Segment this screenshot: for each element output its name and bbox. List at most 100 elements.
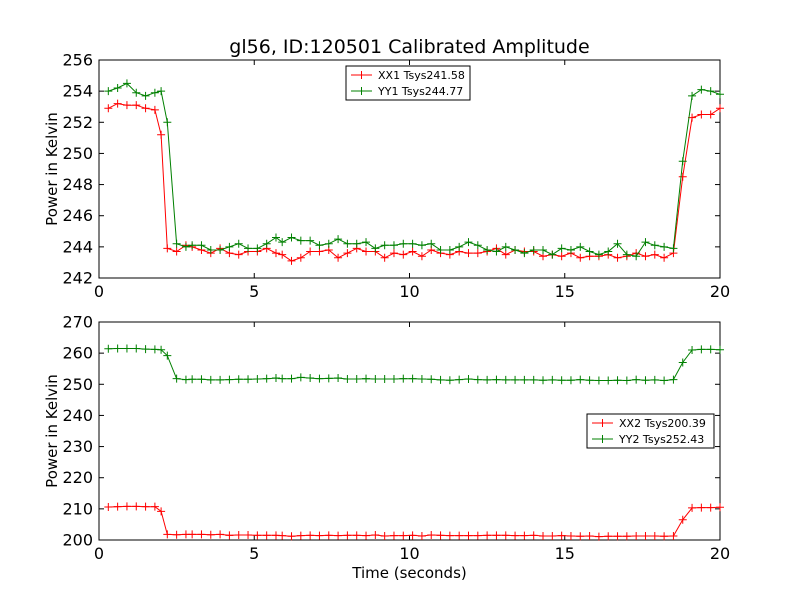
data-point-marker <box>706 110 715 119</box>
data-point-marker <box>113 502 122 511</box>
data-point-marker <box>520 375 529 384</box>
data-point-marker <box>278 374 287 383</box>
data-point-marker <box>271 249 280 258</box>
data-point-marker <box>408 239 417 248</box>
data-point-marker <box>380 241 389 250</box>
legend-box <box>345 65 471 101</box>
data-point-marker <box>141 91 150 100</box>
y-tick-label: 260 <box>62 344 93 363</box>
data-point-marker <box>216 530 225 539</box>
data-point-marker <box>613 239 622 248</box>
data-point-marker <box>287 256 296 265</box>
bottom-subplot: 0 5 10 15 20 200 210 220 230 240 250 260 270 Power in… <box>43 313 730 583</box>
data-point-marker <box>706 345 715 354</box>
data-point-marker <box>362 374 371 383</box>
data-point-marker <box>520 249 529 258</box>
data-point-marker <box>678 172 687 181</box>
data-point-marker <box>104 104 113 113</box>
data-point-marker <box>150 502 159 511</box>
data-point-marker <box>585 531 594 540</box>
data-point-marker <box>296 531 305 540</box>
y-axis-label: Power in Kelvin <box>43 374 61 488</box>
x-tick-label: 20 <box>710 282 730 301</box>
data-point-marker <box>557 531 566 540</box>
data-point-marker <box>132 101 141 110</box>
data-point-marker <box>141 104 150 113</box>
data-point-marker <box>660 532 669 541</box>
data-point-marker <box>362 531 371 540</box>
data-point-marker <box>417 374 426 383</box>
data-point-marker <box>539 531 548 540</box>
data-point-marker <box>604 532 613 541</box>
data-point-marker <box>306 531 315 540</box>
data-point-marker <box>464 249 473 258</box>
data-point-marker <box>206 375 215 384</box>
x-tick-label: 10 <box>399 544 419 563</box>
data-point-marker <box>104 87 113 96</box>
data-point-marker <box>566 245 575 254</box>
data-point-marker <box>188 530 197 539</box>
data-point-marker <box>234 239 243 248</box>
data-point-marker <box>641 238 650 247</box>
data-point-marker <box>417 241 426 250</box>
data-point-marker <box>234 375 243 384</box>
data-point-marker <box>296 373 305 382</box>
y-tick-label: 242 <box>62 269 93 288</box>
legend-entry-label: YY2 Tsys252.43 <box>618 433 704 446</box>
data-point-marker <box>511 375 520 384</box>
data-point-marker <box>557 376 566 385</box>
data-point-marker <box>306 236 315 245</box>
data-point-marker <box>399 239 408 248</box>
data-point-marker <box>324 239 333 248</box>
data-point-marker <box>669 531 678 540</box>
data-point-marker <box>352 531 361 540</box>
data-point-marker <box>104 502 113 511</box>
data-point-marker <box>483 245 492 254</box>
data-point-marker <box>473 531 482 540</box>
y-tick-label: 248 <box>62 175 93 194</box>
data-point-marker <box>436 245 445 254</box>
data-point-marker <box>464 531 473 540</box>
data-point-marker <box>234 250 243 259</box>
data-point-marker <box>157 87 166 96</box>
y-tick-label: 244 <box>62 237 93 256</box>
data-point-marker <box>253 244 262 253</box>
data-point-marker <box>641 531 650 540</box>
data-point-marker <box>594 250 603 259</box>
data-point-marker <box>371 374 380 383</box>
data-point-marker <box>492 531 501 540</box>
data-point-marker <box>271 374 280 383</box>
data-point-marker <box>473 375 482 384</box>
data-point-marker <box>408 247 417 256</box>
data-point-marker <box>566 376 575 385</box>
data-point-marker <box>315 531 324 540</box>
data-point-marker <box>244 375 253 384</box>
data-point-marker <box>706 503 715 512</box>
data-point-marker <box>306 247 315 256</box>
data-point-marker <box>113 99 122 108</box>
data-point-marker <box>163 530 172 539</box>
data-point-marker <box>566 531 575 540</box>
y-tick-label: 246 <box>62 206 93 225</box>
data-point-marker <box>197 375 206 384</box>
data-point-marker <box>122 79 131 88</box>
data-point-marker <box>157 507 166 516</box>
data-point-marker <box>389 531 398 540</box>
legend-entry-label: XX1 Tsys241.58 <box>378 69 465 82</box>
data-point-marker <box>594 376 603 385</box>
data-point-marker <box>343 531 352 540</box>
data-point-marker <box>688 91 697 100</box>
data-point-marker <box>427 531 436 540</box>
data-point-marker <box>216 375 225 384</box>
data-point-marker <box>334 235 343 244</box>
x-tick-label: 5 <box>249 544 259 563</box>
data-point-marker <box>669 375 678 384</box>
data-point-marker <box>622 376 631 385</box>
chart-title: gl56, ID:120501 Calibrated Amplitude <box>229 36 589 58</box>
data-point-marker <box>371 531 380 540</box>
data-point-marker <box>324 531 333 540</box>
x-tick-label: 15 <box>555 544 575 563</box>
data-point-marker <box>157 130 166 139</box>
x-tick-label: 10 <box>399 282 419 301</box>
data-point-marker <box>520 531 529 540</box>
